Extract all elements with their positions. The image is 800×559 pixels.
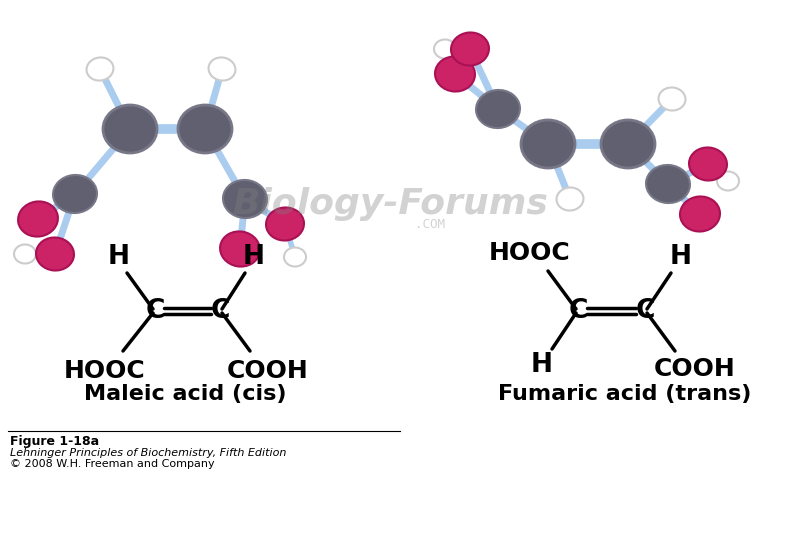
Text: Maleic acid (cis): Maleic acid (cis) — [84, 384, 286, 404]
Ellipse shape — [209, 58, 235, 80]
Ellipse shape — [434, 40, 456, 59]
Ellipse shape — [53, 175, 97, 213]
Text: COOH: COOH — [654, 357, 736, 381]
Text: H: H — [243, 244, 265, 270]
Ellipse shape — [220, 231, 260, 267]
Text: HOOC: HOOC — [489, 241, 571, 265]
Text: H: H — [108, 244, 130, 270]
Ellipse shape — [557, 187, 583, 211]
Text: HOOC: HOOC — [64, 359, 146, 383]
Text: C: C — [635, 298, 654, 324]
Ellipse shape — [717, 172, 739, 191]
Text: H: H — [531, 352, 553, 378]
Text: Fumaric acid (trans): Fumaric acid (trans) — [498, 384, 752, 404]
Ellipse shape — [658, 87, 686, 111]
Text: .COM: .COM — [415, 217, 445, 230]
Ellipse shape — [521, 120, 575, 168]
Text: Biology-Forums: Biology-Forums — [232, 187, 548, 221]
Ellipse shape — [601, 120, 655, 168]
Ellipse shape — [680, 196, 720, 231]
Ellipse shape — [646, 165, 690, 203]
Text: Lehninger Principles of Biochemistry, Fifth Edition: Lehninger Principles of Biochemistry, Fi… — [10, 448, 286, 458]
Ellipse shape — [86, 58, 114, 80]
Ellipse shape — [476, 90, 520, 128]
Ellipse shape — [14, 244, 36, 263]
Ellipse shape — [284, 248, 306, 267]
Ellipse shape — [223, 180, 267, 218]
Ellipse shape — [178, 105, 232, 153]
Ellipse shape — [435, 56, 475, 92]
Ellipse shape — [36, 238, 74, 271]
Text: C: C — [146, 298, 165, 324]
Text: C: C — [210, 298, 230, 324]
Text: H: H — [670, 244, 692, 270]
Ellipse shape — [689, 148, 727, 181]
Ellipse shape — [451, 32, 489, 65]
Text: © 2008 W.H. Freeman and Company: © 2008 W.H. Freeman and Company — [10, 459, 214, 469]
Ellipse shape — [266, 207, 304, 240]
Text: C: C — [568, 298, 588, 324]
Text: COOH: COOH — [227, 359, 309, 383]
Text: Figure 1-18a: Figure 1-18a — [10, 434, 99, 448]
Ellipse shape — [18, 201, 58, 236]
Ellipse shape — [103, 105, 157, 153]
